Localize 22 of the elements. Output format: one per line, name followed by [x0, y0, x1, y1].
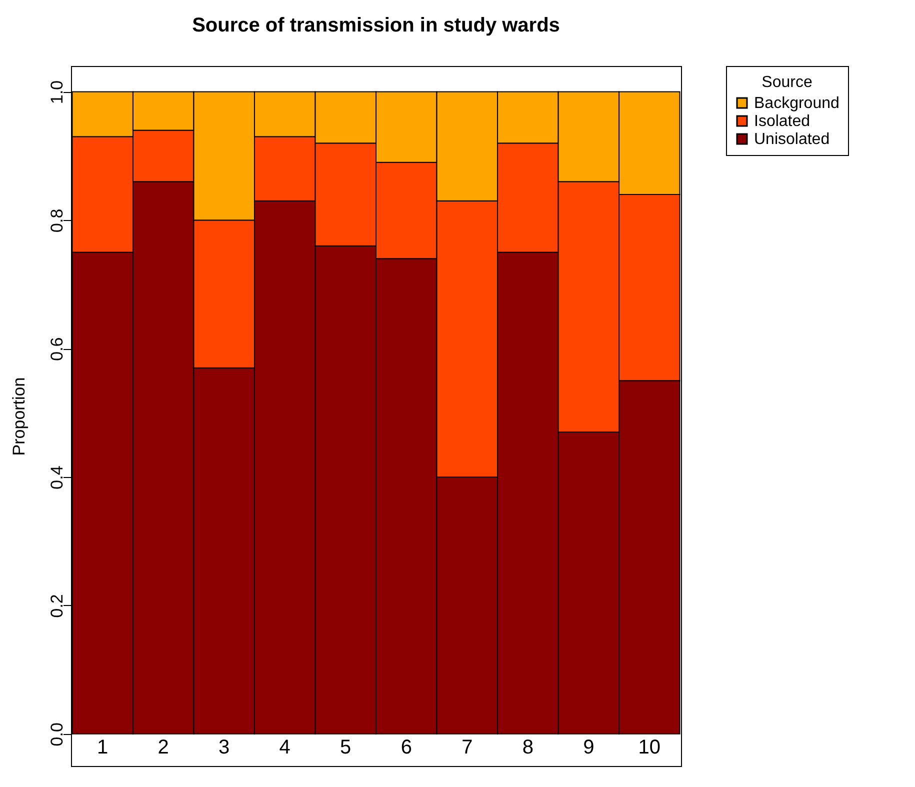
x-tick-label: 2 — [158, 736, 169, 758]
y-tick-label: 1.0 — [48, 80, 66, 104]
y-tick-label: 0.8 — [48, 208, 66, 232]
legend-label: Background — [754, 95, 840, 112]
y-axis-title: Proportion — [10, 377, 28, 456]
x-tick-label: 1 — [97, 736, 108, 758]
x-tick-label: 6 — [400, 736, 412, 758]
legend-label: Unisolated — [754, 131, 830, 148]
x-tick-label: 5 — [340, 736, 352, 758]
legend-title: Source — [762, 74, 812, 91]
legend-label: Isolated — [754, 113, 810, 130]
y-tick-label: 0.4 — [48, 466, 66, 490]
y-tick-label: 0.0 — [48, 722, 66, 746]
chart-title: Source of transmission in study wards — [192, 14, 560, 36]
x-tick-label: 4 — [279, 736, 290, 758]
y-tick-label: 0.2 — [48, 594, 66, 618]
x-tick-label: 10 — [638, 736, 661, 758]
y-tick-label: 0.6 — [48, 337, 66, 361]
x-tick-label: 9 — [583, 736, 594, 758]
x-tick-label: 7 — [462, 736, 473, 758]
x-tick-label: 8 — [522, 736, 534, 758]
x-tick-label: 3 — [218, 736, 230, 758]
